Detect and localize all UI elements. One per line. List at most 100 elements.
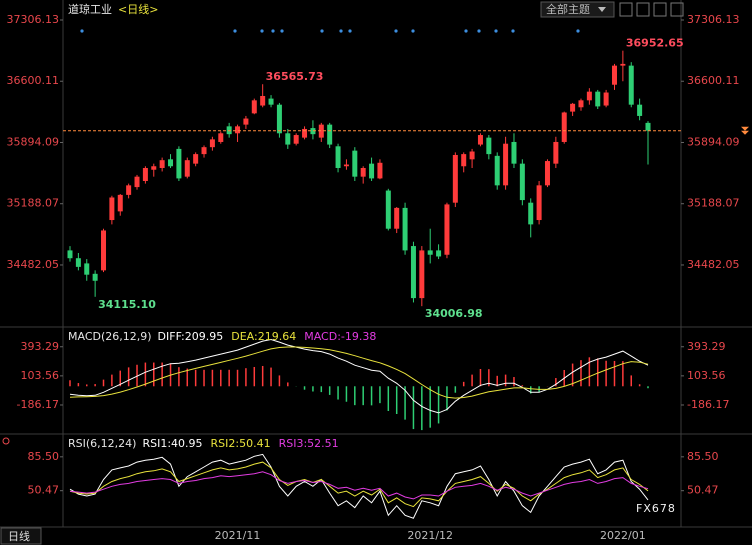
candle-body bbox=[343, 164, 349, 167]
candle-body bbox=[511, 141, 517, 164]
candle-body bbox=[645, 122, 651, 131]
candle-body bbox=[352, 150, 358, 177]
y-tick-label: 35894.09 bbox=[7, 135, 60, 148]
y-tick-label: 103.56 bbox=[687, 369, 726, 382]
candle-body bbox=[611, 65, 617, 85]
candle-body bbox=[109, 197, 115, 221]
candle-body bbox=[84, 263, 90, 275]
candle-body bbox=[318, 124, 324, 138]
watermark: FX678 bbox=[636, 502, 676, 515]
candle-body bbox=[452, 154, 458, 203]
candle-body bbox=[544, 161, 550, 186]
candle-body bbox=[360, 167, 366, 177]
candle-body bbox=[201, 147, 207, 155]
candle-body bbox=[159, 160, 165, 168]
icon[interactable] bbox=[619, 2, 633, 17]
candle-body bbox=[260, 95, 266, 106]
event-dot[interactable] bbox=[271, 29, 275, 33]
candle-body bbox=[536, 185, 542, 221]
low-label: 34006.98 bbox=[425, 307, 483, 320]
y-tick-label: -186.17 bbox=[17, 398, 59, 411]
candle-body bbox=[117, 194, 123, 212]
event-dot[interactable] bbox=[260, 29, 264, 33]
event-dot[interactable] bbox=[348, 29, 352, 33]
event-dot[interactable] bbox=[233, 29, 237, 33]
y-tick-label: 37306.13 bbox=[7, 13, 60, 26]
candle-body bbox=[444, 204, 450, 255]
candle-body bbox=[168, 159, 174, 167]
candle-body bbox=[620, 63, 626, 66]
event-markers bbox=[80, 29, 580, 33]
candle-body bbox=[603, 92, 609, 106]
symbol: 道琼工业 bbox=[68, 2, 112, 16]
event-dot[interactable] bbox=[280, 29, 284, 33]
button-frame[interactable] bbox=[540, 1, 615, 18]
dropdown-arrow[interactable] bbox=[598, 7, 606, 12]
legend-entry: DEA:219.64 bbox=[231, 330, 296, 343]
candle-body bbox=[410, 246, 416, 299]
period: <日线> bbox=[118, 2, 158, 16]
candle-body bbox=[302, 128, 308, 138]
event-dot[interactable] bbox=[464, 29, 468, 33]
y-tick-label: 103.56 bbox=[21, 369, 60, 382]
event-dot[interactable] bbox=[411, 29, 415, 33]
settings-icon[interactable] bbox=[2, 437, 10, 445]
legend-entry: RSI3:52.51 bbox=[279, 437, 339, 450]
y-tick-label: 34482.05 bbox=[7, 258, 60, 271]
icon[interactable] bbox=[670, 2, 684, 17]
candle-body bbox=[477, 135, 483, 145]
candle-body bbox=[402, 207, 408, 251]
theme-button[interactable]: 全部主题 bbox=[540, 1, 615, 18]
candle-body bbox=[570, 103, 576, 112]
candle-body bbox=[142, 167, 148, 182]
x-tick-label: 2021/12 bbox=[407, 529, 453, 542]
event-dot[interactable] bbox=[339, 29, 343, 33]
y-tick-label: 50.47 bbox=[687, 484, 719, 497]
panel-title: MACD(26,12,9) bbox=[68, 330, 152, 343]
y-tick-label: 36600.11 bbox=[7, 74, 60, 87]
candle-body bbox=[176, 148, 182, 179]
event-dot[interactable] bbox=[477, 29, 481, 33]
candle-body bbox=[218, 133, 224, 142]
candle-body bbox=[586, 91, 592, 101]
icon[interactable] bbox=[636, 2, 650, 17]
icon[interactable] bbox=[653, 2, 667, 17]
legend-entry: DIFF:209.95 bbox=[158, 330, 224, 343]
candle-body bbox=[251, 100, 257, 114]
candle-body bbox=[134, 176, 140, 188]
candle-body bbox=[293, 135, 299, 144]
candle-body bbox=[486, 137, 492, 155]
candle-body bbox=[377, 162, 383, 179]
x-tick-label: 2022/01 bbox=[600, 529, 646, 542]
last-price-marker bbox=[741, 126, 749, 135]
candle-body bbox=[67, 250, 73, 259]
y-tick-label: -186.17 bbox=[687, 398, 729, 411]
candle-body bbox=[578, 100, 584, 108]
candle-body bbox=[528, 202, 534, 225]
candle-body bbox=[419, 250, 425, 299]
candle-body bbox=[310, 128, 316, 135]
candle-body bbox=[427, 250, 433, 255]
event-dot[interactable] bbox=[394, 29, 398, 33]
event-dot[interactable] bbox=[511, 29, 515, 33]
candle-body bbox=[519, 163, 525, 201]
candle-body bbox=[327, 124, 333, 145]
period-tab[interactable] bbox=[0, 527, 42, 545]
y-tick-label: 393.29 bbox=[687, 340, 726, 353]
y-tick-label: 85.50 bbox=[687, 450, 719, 463]
series-line bbox=[69, 338, 649, 414]
event-dot[interactable] bbox=[576, 29, 580, 33]
event-dot[interactable] bbox=[320, 29, 324, 33]
button-label[interactable]: 全部主题 bbox=[546, 2, 590, 16]
candle-body bbox=[184, 160, 190, 177]
candle-body bbox=[385, 190, 391, 229]
event-dot[interactable] bbox=[494, 29, 498, 33]
period-tab-label[interactable]: 日线 bbox=[8, 529, 30, 543]
event-dot[interactable] bbox=[80, 29, 84, 33]
candle-body bbox=[394, 207, 400, 229]
y-tick-label: 35894.09 bbox=[687, 135, 740, 148]
candle-body bbox=[335, 146, 341, 168]
candle-body bbox=[561, 112, 567, 142]
